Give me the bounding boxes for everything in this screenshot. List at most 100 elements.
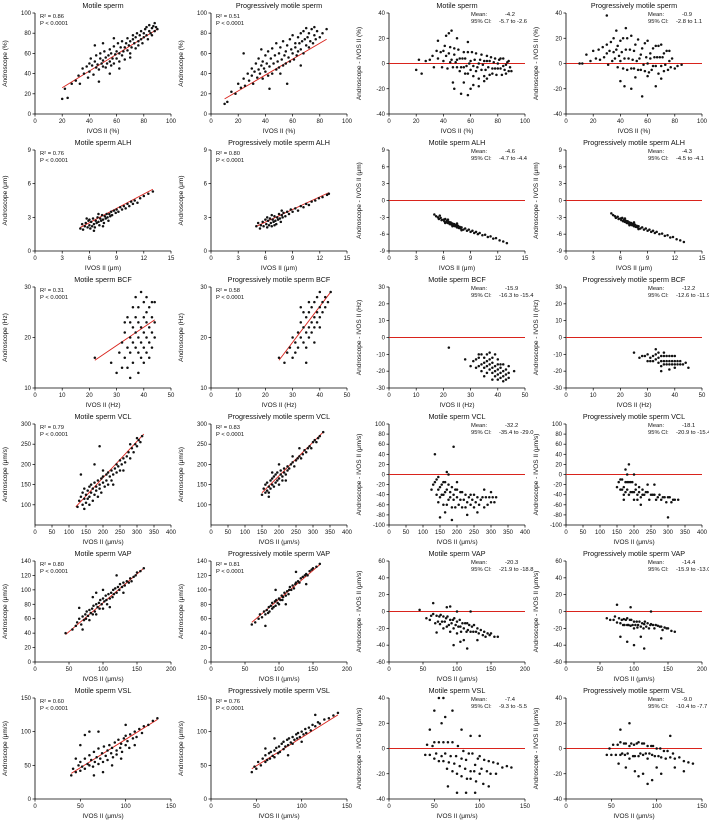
data-point	[632, 498, 636, 501]
regression-line	[251, 714, 339, 770]
x-tick-label: 200	[342, 667, 353, 673]
mean-value: -0.9	[682, 12, 692, 18]
y-tick-label: 250	[197, 442, 208, 448]
data-point	[462, 498, 466, 501]
data-point	[313, 300, 316, 304]
x-tick-label: 150	[81, 530, 92, 536]
data-point	[113, 467, 117, 470]
data-point	[279, 46, 282, 49]
y-tick-label: -40	[553, 493, 562, 499]
y-tick-label: 40	[378, 11, 385, 17]
mean-label: Mean:	[648, 286, 665, 292]
data-point	[260, 48, 263, 51]
y-tick-label: -100	[373, 523, 386, 529]
data-point	[266, 219, 270, 222]
data-point	[646, 74, 649, 78]
x-tick-label: 0	[209, 119, 213, 125]
data-point	[299, 336, 303, 339]
data-point	[508, 66, 512, 69]
data-point	[272, 220, 275, 224]
data-point	[628, 48, 632, 51]
data-point	[77, 617, 81, 620]
data-point	[123, 46, 127, 49]
x-axis-label: IVOS II (μm/s)	[82, 539, 123, 546]
data-point	[104, 66, 107, 69]
data-point	[112, 62, 116, 65]
data-point	[284, 50, 288, 53]
data-point	[291, 455, 294, 458]
data-point	[496, 67, 500, 70]
data-point	[637, 485, 641, 489]
x-axis-label: IVOS II (%)	[618, 128, 651, 135]
y-tick-label: 120	[197, 573, 208, 579]
data-point	[665, 354, 668, 358]
y-tick-label: 60	[24, 51, 31, 57]
data-point	[481, 495, 484, 499]
data-point	[676, 498, 680, 501]
y-axis-label: Androscope - IVOS II (Hz)	[356, 300, 363, 376]
ci-value: -9.3 to -5.5	[499, 704, 527, 710]
data-point	[649, 622, 653, 626]
data-point	[433, 213, 436, 216]
data-point	[81, 503, 84, 507]
data-point	[95, 756, 98, 759]
data-point	[665, 359, 668, 363]
data-point	[661, 628, 664, 632]
data-point	[270, 477, 274, 480]
data-point	[86, 614, 90, 618]
data-point	[664, 63, 667, 67]
data-point	[435, 478, 438, 481]
data-point	[298, 446, 301, 450]
data-point	[266, 74, 270, 77]
data-point	[491, 356, 494, 359]
data-point	[251, 82, 255, 85]
y-tick-label: 9	[559, 148, 563, 154]
data-point	[96, 479, 100, 482]
regression-line	[94, 319, 155, 361]
data-point	[453, 616, 456, 620]
y-axis-label: Androscope (Hz)	[2, 313, 9, 362]
data-point	[454, 623, 457, 627]
data-point	[615, 29, 618, 32]
data-point	[476, 627, 479, 630]
data-point	[140, 434, 144, 438]
r-squared-label: R² = 0.60	[40, 699, 64, 705]
x-tick-label: 100	[595, 530, 606, 536]
x-tick-label: 50	[431, 804, 438, 810]
data-point	[299, 577, 303, 580]
data-point	[270, 213, 273, 217]
data-point	[156, 716, 159, 720]
data-point	[625, 616, 629, 620]
data-point	[314, 199, 317, 202]
data-point	[88, 62, 91, 65]
data-point	[268, 65, 271, 68]
data-point	[455, 772, 459, 775]
data-point	[510, 766, 513, 769]
data-point	[109, 361, 113, 364]
data-point	[99, 598, 102, 602]
data-point	[122, 469, 125, 472]
data-point	[465, 64, 468, 68]
data-point	[122, 50, 125, 53]
data-point	[286, 465, 289, 468]
y-tick-label: -20	[553, 369, 562, 375]
data-point	[299, 31, 303, 35]
data-point	[295, 737, 299, 740]
y-tick-label: 3	[204, 215, 208, 221]
data-point	[120, 208, 124, 211]
data-point	[659, 359, 663, 363]
data-point	[465, 622, 469, 625]
data-point	[442, 493, 445, 496]
data-point	[118, 60, 121, 63]
y-tick-label: 0	[204, 112, 208, 118]
data-point	[265, 62, 269, 65]
y-tick-label: 300	[197, 422, 208, 428]
data-point	[277, 483, 281, 486]
data-point	[126, 366, 129, 370]
y-tick-label: 0	[559, 747, 563, 753]
data-point	[277, 745, 281, 748]
data-point	[264, 491, 267, 494]
data-point	[120, 366, 124, 370]
data-point	[97, 730, 100, 733]
data-point	[632, 627, 636, 630]
